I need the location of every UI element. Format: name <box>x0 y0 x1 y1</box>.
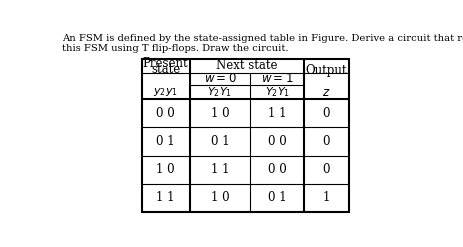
Text: 0 1: 0 1 <box>268 191 287 205</box>
Text: $Y_2 Y_1$: $Y_2 Y_1$ <box>207 85 232 99</box>
Text: 0: 0 <box>323 163 330 176</box>
Text: 0 0: 0 0 <box>268 135 287 148</box>
Text: 1 0: 1 0 <box>211 107 229 120</box>
Text: 1 0: 1 0 <box>156 163 175 176</box>
Text: 1 0: 1 0 <box>211 191 229 205</box>
Text: 0: 0 <box>323 107 330 120</box>
Text: 0 1: 0 1 <box>211 135 229 148</box>
Text: state: state <box>151 63 180 77</box>
Text: 0 1: 0 1 <box>156 135 175 148</box>
Text: 1 1: 1 1 <box>268 107 287 120</box>
Text: Next state: Next state <box>216 59 278 72</box>
Text: Output: Output <box>306 64 347 77</box>
Text: 1 1: 1 1 <box>211 163 229 176</box>
Text: 1: 1 <box>323 191 330 205</box>
Text: $Y_2 Y_1$: $Y_2 Y_1$ <box>265 85 290 99</box>
Text: An FSM is defined by the state-assigned table in Figure. Derive a circuit that r: An FSM is defined by the state-assigned … <box>62 34 463 43</box>
Text: $y_2 y_1$: $y_2 y_1$ <box>153 86 178 98</box>
Text: $w = 0$: $w = 0$ <box>204 72 236 85</box>
Text: $z$: $z$ <box>322 85 331 99</box>
Text: Present: Present <box>143 57 188 70</box>
Bar <box>142 59 349 212</box>
Text: $w = 1$: $w = 1$ <box>261 72 294 85</box>
Text: 1 1: 1 1 <box>156 191 175 205</box>
Text: this FSM using T flip-flops. Draw the circuit.: this FSM using T flip-flops. Draw the ci… <box>62 43 288 53</box>
Text: 0 0: 0 0 <box>268 163 287 176</box>
Text: 0 0: 0 0 <box>156 107 175 120</box>
Text: 0: 0 <box>323 135 330 148</box>
